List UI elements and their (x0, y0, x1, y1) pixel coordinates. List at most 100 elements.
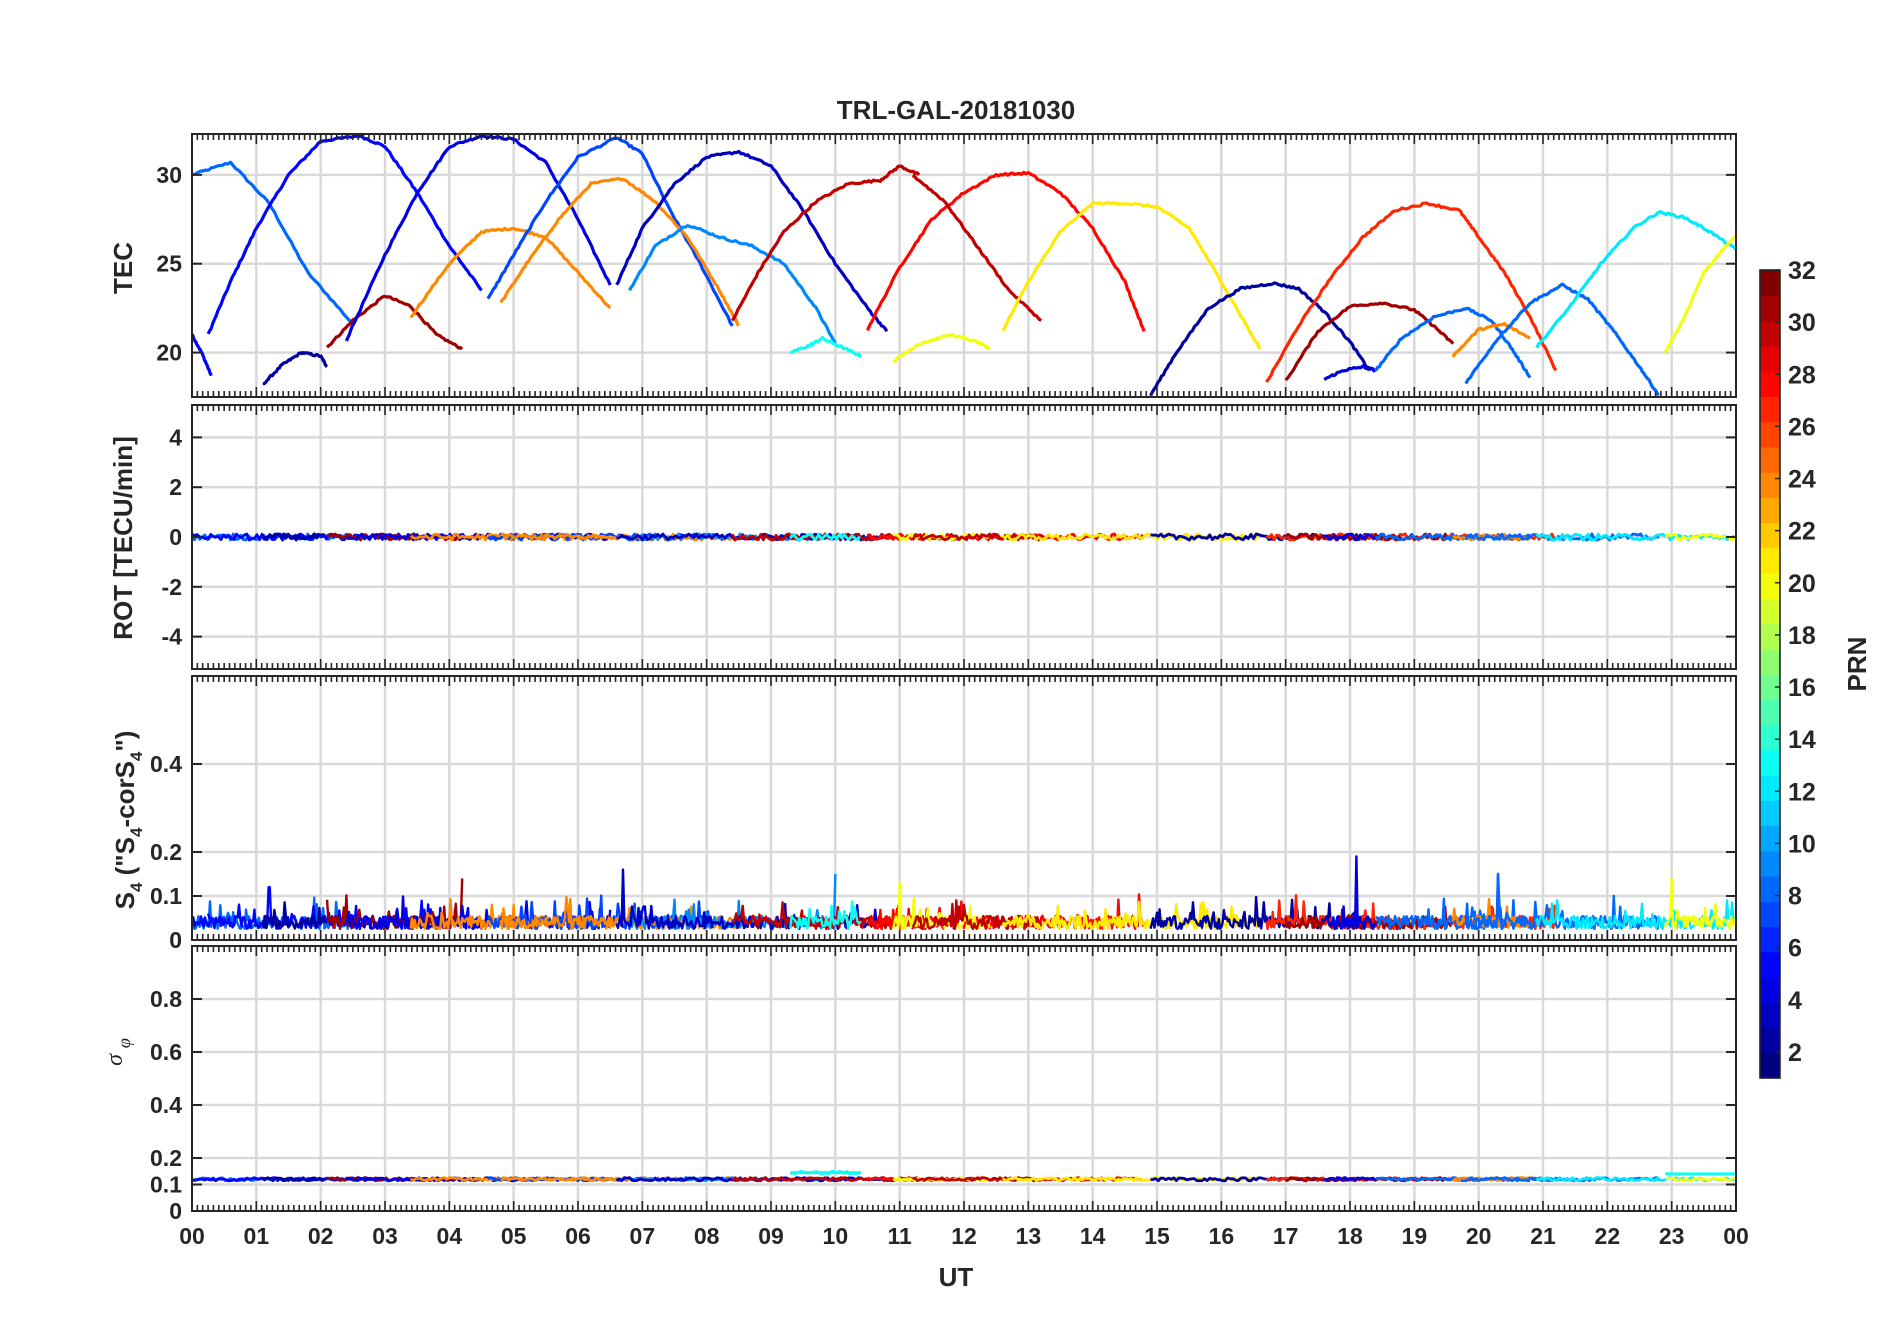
tec-series-prn-24 (409, 226, 612, 319)
s4-ytick-label: 0.2 (150, 839, 182, 865)
x-tick-label: 00 (179, 1223, 205, 1249)
x-tick-label: 22 (1595, 1223, 1621, 1249)
colorbar-swatch (1760, 1027, 1780, 1054)
tec-series-prn-24 (499, 176, 741, 327)
s4-series-prn-20 (892, 881, 991, 930)
colorbar-label: PRN (1842, 637, 1872, 692)
x-tick-label: 07 (630, 1223, 656, 1249)
s4-ytick-label: 0 (169, 927, 182, 953)
tec-series-prn-4 (1323, 364, 1377, 381)
rot-ytick-label: -2 (162, 574, 182, 600)
rot-series-prn-2 (261, 532, 325, 542)
colorbar-swatch (1760, 951, 1780, 978)
colorbar-frame (1759, 269, 1781, 1079)
tec-series-prn-7 (486, 136, 734, 327)
s4-ylabel: S4 ("S4-corS4") (110, 731, 146, 910)
colorbar-swatch (1760, 699, 1780, 726)
tec-series-prn-2 (1149, 281, 1371, 397)
colorbar-swatch (1760, 674, 1780, 700)
x-tick-label: 13 (1016, 1223, 1042, 1249)
rot-ytick-label: 2 (169, 474, 182, 500)
rot-series-prn-12 (1535, 532, 1736, 542)
colorbar-tick-label: 16 (1788, 674, 1816, 702)
tec-ytick-label: 20 (156, 340, 182, 366)
x-tick-label: 18 (1337, 1223, 1363, 1249)
tec-ytick-label: 25 (156, 251, 182, 277)
sigma-phi-panel: 00.10.2 0.4 0.6 0.8 (150, 945, 1737, 1224)
tec-series-prn-20 (1663, 234, 1736, 354)
s4-series-prn-4 (1323, 855, 1377, 931)
rot-series-prn-13 (789, 532, 861, 542)
tec-series-prn-2 (262, 350, 329, 386)
s4-panel: 0 0.1 0.2 0.4 (150, 675, 1737, 953)
x-tick-label: 02 (308, 1223, 334, 1249)
tec-series-prn-21 (1001, 200, 1262, 350)
sp-series-prn-30 (731, 1176, 918, 1183)
x-tick-label: 01 (244, 1223, 270, 1249)
tec-series-prn-31 (1284, 301, 1455, 382)
rot-ytick-label: -4 (162, 624, 183, 650)
sp-grid (192, 946, 1736, 1211)
sp-series-prn-4 (1324, 1176, 1377, 1183)
colorbar-tick-label: 10 (1788, 830, 1816, 858)
x-tick-label: 11 (888, 1223, 913, 1249)
colorbar-swatch (1760, 522, 1780, 549)
colorbar-swatch (1760, 497, 1780, 524)
colorbar-swatch (1760, 850, 1780, 877)
colorbar-swatch (1760, 320, 1780, 347)
colorbar-swatch (1760, 926, 1780, 953)
tec-series-prn-28 (866, 170, 1146, 332)
x-tick-label: 00 (1723, 1223, 1749, 1249)
colorbar-tick-label: 8 (1788, 883, 1802, 911)
tec-series-prn-24 (1451, 321, 1532, 358)
tec-series-prn-12 (1535, 210, 1736, 349)
rot-series-prn-30 (911, 532, 1043, 542)
rot-ylabel: ROT [TECU/min] (108, 436, 138, 640)
sigma-phi-ylabel: σφ (102, 1038, 134, 1066)
s4-ytick-label: 0.1 (150, 883, 182, 909)
colorbar-swatch (1760, 648, 1780, 675)
sp-ytick-label: 0.6 (150, 1039, 182, 1065)
rot-panel: -4 -2 0 2 4 (162, 404, 1737, 670)
s4-ticks (191, 676, 1737, 941)
x-tick-label: 20 (1466, 1223, 1492, 1249)
sp-series-prn-2 (262, 1176, 326, 1183)
colorbar-swatch (1760, 1052, 1780, 1079)
colorbar-tick-label: 20 (1788, 570, 1816, 598)
x-tick-label: 14 (1080, 1223, 1106, 1249)
x-tick-label: 15 (1144, 1223, 1170, 1249)
s4-series-prn-12 (1535, 899, 1736, 931)
x-tick-label: 17 (1273, 1223, 1299, 1249)
x-tick-label: 06 (565, 1223, 591, 1249)
sp-ytick-label: 0.2 (150, 1145, 182, 1171)
colorbar-tick-label: 22 (1788, 518, 1816, 546)
x-tick-label: 05 (501, 1223, 527, 1249)
colorbar-tick-label: 26 (1788, 413, 1816, 441)
x-tick-label: 23 (1659, 1223, 1685, 1249)
colorbar-swatch (1760, 876, 1780, 902)
colorbar-swatch (1760, 800, 1780, 827)
colorbar-swatch (1760, 825, 1780, 852)
s4-series-prn-8 (1464, 872, 1660, 931)
colorbar-swatch (1760, 547, 1780, 574)
tec-series-prn-5 (206, 134, 483, 335)
tec-series-prn-30 (731, 164, 921, 322)
rot-data (192, 532, 1736, 542)
colorbar-swatch (1760, 396, 1780, 423)
sp-ytick-label: 0 (169, 1198, 182, 1224)
x-tick-label: 04 (437, 1223, 463, 1249)
colorbar-tick-label: 30 (1788, 309, 1816, 337)
x-tick-label: 12 (951, 1223, 977, 1249)
colorbar-swatch (1760, 270, 1780, 296)
colorbar-swatch (1760, 472, 1780, 498)
s4-ytick-label: 0.4 (150, 751, 182, 777)
sp-series-prn-5 (192, 1177, 211, 1182)
x-tick-label: 19 (1402, 1223, 1428, 1249)
tec-panel: 20 25 30 (156, 133, 1737, 398)
colorbar-swatch (1760, 371, 1780, 397)
sp-ytick-label: 0.8 (150, 986, 182, 1012)
tec-series-prn-3 (615, 149, 889, 333)
sp-ytick-label: 0.4 (150, 1092, 182, 1118)
s4-series-prn-20 (1664, 877, 1736, 931)
s4-series-prn-5 (192, 915, 213, 928)
